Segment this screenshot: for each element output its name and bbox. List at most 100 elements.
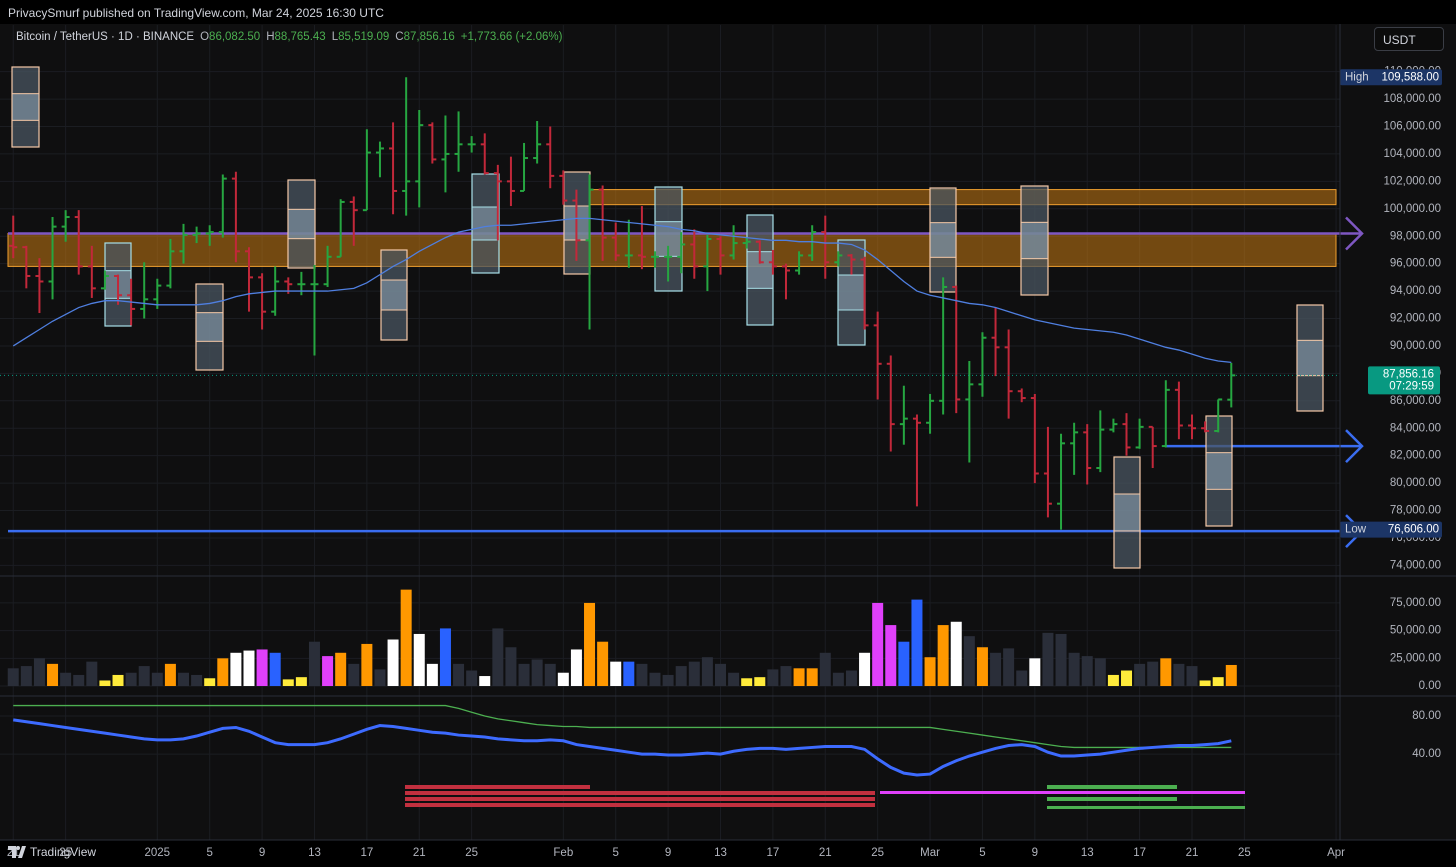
- volume-bar: [741, 678, 753, 687]
- x-tick-label: 13: [1081, 847, 1094, 859]
- volume-bar: [911, 599, 923, 687]
- volume-bar: [1225, 664, 1237, 687]
- y-tick-label: 92,000.00: [1390, 313, 1441, 325]
- currency-button[interactable]: USDT: [1374, 27, 1444, 51]
- volume-bar: [570, 649, 582, 687]
- volume-bar: [701, 657, 713, 687]
- volume-bar: [269, 652, 281, 687]
- x-tick-label: 5: [613, 847, 619, 859]
- volume-bar: [937, 625, 949, 687]
- volume-bar: [1121, 670, 1133, 687]
- x-tick-label: 25: [465, 847, 478, 859]
- volume-bar: [426, 663, 438, 687]
- volume-bar: [505, 647, 517, 687]
- volume-bar: [73, 674, 85, 687]
- marker-label: High: [1345, 71, 1369, 83]
- y-tick-label: 102,000.00: [1383, 175, 1441, 187]
- volume-bar: [1016, 670, 1028, 687]
- quote-value: 86,082.50: [209, 31, 261, 43]
- volume-bar: [217, 658, 229, 687]
- volume-bar: [636, 663, 648, 687]
- volume-bar: [282, 679, 294, 687]
- strip: [1047, 797, 1177, 801]
- x-tick-label: 5: [206, 847, 212, 859]
- volume-bar: [1094, 658, 1106, 687]
- range-box-middle: [1020, 221, 1049, 260]
- quote-change: +1,773.66 (+2.06%): [460, 31, 563, 43]
- symbol: Bitcoin / TetherUS · 1D · BINANCE: [16, 31, 195, 43]
- volume-bar: [623, 661, 635, 687]
- volume-bar: [1081, 656, 1093, 687]
- y-tick-label: 74,000.00: [1390, 559, 1441, 571]
- y-tick-label: 75,000.00: [1390, 597, 1441, 609]
- x-tick-label: 13: [308, 847, 321, 859]
- range-box-middle: [837, 274, 866, 311]
- volume-bar: [453, 663, 465, 687]
- last-price-label: 87,856.16: [1383, 368, 1434, 380]
- y-tick-label: 82,000.00: [1390, 450, 1441, 462]
- volume-bar: [178, 672, 190, 687]
- volume-bar: [387, 639, 399, 687]
- x-tick-label: 25: [871, 847, 884, 859]
- volume-bar: [151, 672, 163, 687]
- x-tick-label: 5: [979, 847, 985, 859]
- volume-bar: [584, 602, 596, 687]
- volume-bar: [479, 676, 491, 687]
- quote-value: 87,856.16: [403, 31, 455, 43]
- volume-bar: [767, 669, 779, 687]
- y-tick-label: 86,000.00: [1390, 395, 1441, 407]
- x-tick-label: 17: [1133, 847, 1146, 859]
- volume-bar: [1042, 632, 1054, 687]
- volume-bar: [832, 672, 844, 687]
- chart-background: [0, 24, 1456, 840]
- volume-bar: [1147, 661, 1159, 687]
- x-tick-label: 21: [1186, 847, 1199, 859]
- volume-bar: [544, 663, 556, 687]
- y-tick-label: 84,000.00: [1390, 422, 1441, 434]
- volume-bar: [597, 641, 609, 687]
- volume-bar: [1134, 663, 1146, 687]
- volume-bar: [492, 628, 504, 687]
- volume-bar: [20, 666, 32, 687]
- strip: [405, 785, 590, 789]
- volume-bar: [348, 663, 360, 687]
- range-boxes: [11, 66, 1324, 569]
- volume-bar: [806, 668, 818, 687]
- volume-bar: [295, 677, 307, 687]
- y-tick-label: 50,000.00: [1390, 625, 1441, 637]
- volume-bar: [1003, 648, 1015, 687]
- volume-bar: [819, 652, 831, 687]
- x-tick-label: Apr: [1327, 847, 1345, 859]
- volume-bar: [33, 658, 45, 687]
- range-box-middle: [195, 312, 224, 342]
- range-box-middle: [1296, 339, 1324, 377]
- volume-bar: [466, 670, 478, 687]
- strip: [405, 791, 875, 795]
- x-tick-label: Feb: [553, 847, 573, 859]
- volume-bar: [47, 663, 59, 687]
- x-tick-label: Mar: [920, 847, 940, 859]
- y-tick-label: 106,000.00: [1383, 121, 1441, 133]
- volume-bar: [243, 650, 255, 687]
- volume-bar: [728, 672, 740, 687]
- range-box-middle: [287, 208, 316, 240]
- y-tick-label: 80.00: [1412, 710, 1441, 722]
- strip: [405, 797, 875, 801]
- zone: [589, 189, 1337, 206]
- volume-bar: [1107, 674, 1119, 687]
- volume-bar: [793, 668, 805, 687]
- range-box-middle: [1205, 452, 1233, 490]
- y-tick-label: 100,000.00: [1383, 203, 1441, 215]
- quote-key: C: [395, 31, 404, 43]
- x-tick-label: 21: [819, 847, 832, 859]
- oscillator-line: [13, 704, 1232, 749]
- x-tick-label: 9: [259, 847, 265, 859]
- y-tick-label: 98,000.00: [1390, 230, 1441, 242]
- volume-bar: [1199, 680, 1211, 687]
- x-tick-label: 21: [413, 847, 426, 859]
- volume-bar: [885, 625, 897, 687]
- strip: [1047, 806, 1245, 809]
- x-tick-label: 17: [766, 847, 779, 859]
- volume-bar: [950, 621, 962, 687]
- volume-bar: [1173, 663, 1185, 687]
